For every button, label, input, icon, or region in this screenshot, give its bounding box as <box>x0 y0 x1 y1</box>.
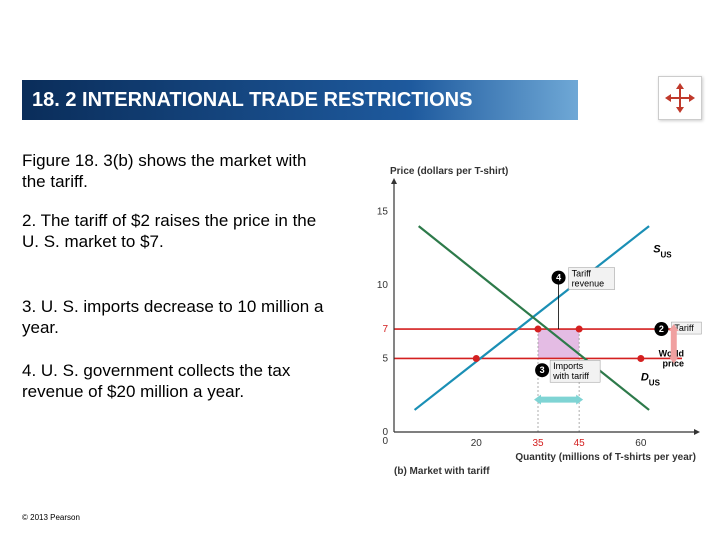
svg-text:60: 60 <box>635 438 647 449</box>
point-2: 2. The tariff of $2 raises the price in … <box>22 210 332 253</box>
svg-text:5: 5 <box>382 353 388 364</box>
svg-text:0: 0 <box>382 436 388 447</box>
svg-text:Imports: Imports <box>553 361 584 371</box>
svg-text:Quantity (millions of T-shirts: Quantity (millions of T-shirts per year) <box>515 452 696 463</box>
point-4: 4. U. S. government collects the tax rev… <box>22 360 332 403</box>
point-3: 3. U. S. imports decrease to 10 million … <box>22 296 332 339</box>
section-title: 18. 2 INTERNATIONAL TRADE RESTRICTIONS <box>32 89 472 112</box>
svg-text:7: 7 <box>382 324 388 335</box>
tariff-chart: Price (dollars per T-shirt) 0 5 7 10 15 20 35 45… <box>352 160 702 480</box>
intro-text: Figure 18. 3(b) shows the market with th… <box>22 150 332 193</box>
svg-text:Tariff: Tariff <box>572 269 592 279</box>
svg-text:Price (dollars per T-shirt): Price (dollars per T-shirt) <box>390 166 508 177</box>
svg-text:SUS: SUS <box>653 244 672 260</box>
svg-text:10: 10 <box>377 280 389 291</box>
svg-text:45: 45 <box>574 438 586 449</box>
svg-text:with tariff: with tariff <box>552 371 589 381</box>
svg-text:3: 3 <box>540 365 545 375</box>
svg-text:20: 20 <box>471 438 483 449</box>
svg-text:DUS: DUS <box>641 372 661 388</box>
svg-text:15: 15 <box>377 206 389 217</box>
svg-text:(b) Market with tariff: (b) Market with tariff <box>394 466 490 477</box>
svg-text:2: 2 <box>659 324 664 334</box>
copyright-text: © 2013 Pearson <box>22 513 80 522</box>
svg-text:4: 4 <box>556 273 561 283</box>
svg-text:revenue: revenue <box>572 279 605 289</box>
svg-text:Tariff: Tariff <box>674 323 694 333</box>
move-arrows-icon <box>658 76 702 120</box>
svg-text:35: 35 <box>532 438 544 449</box>
section-header: 18. 2 INTERNATIONAL TRADE RESTRICTIONS <box>22 80 578 120</box>
